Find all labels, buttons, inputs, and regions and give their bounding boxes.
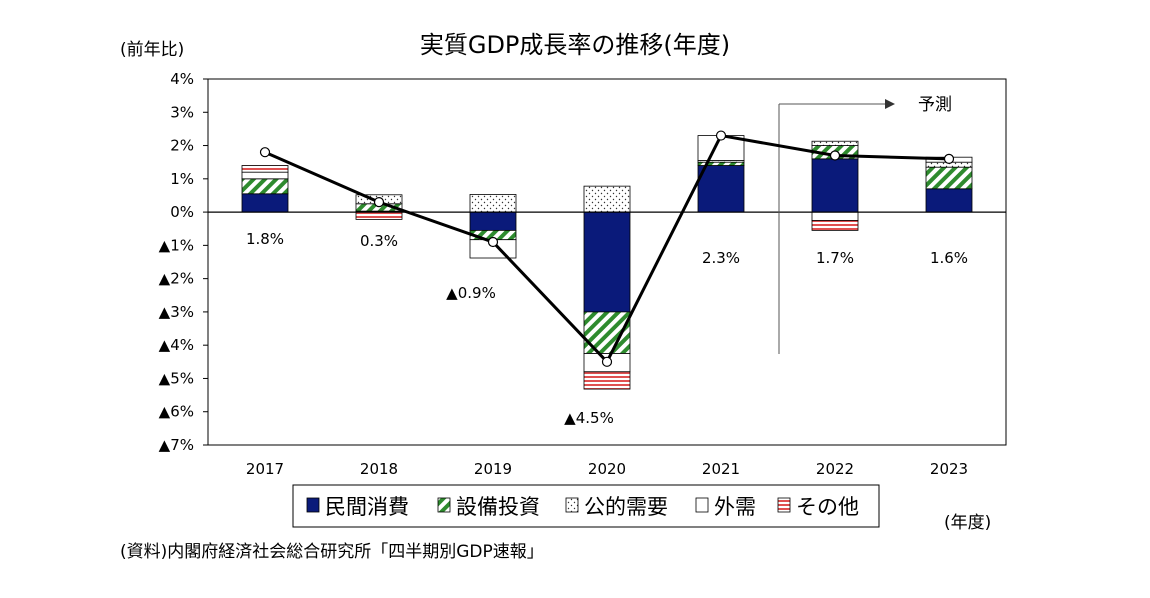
bar-segment xyxy=(697,165,745,213)
y-tick-label: ▲6% xyxy=(159,403,194,421)
legend-swatch xyxy=(695,497,709,513)
y-tick-label: 4% xyxy=(170,70,194,88)
forecast-label: 予測 xyxy=(918,95,952,115)
x-tick-label: 2023 xyxy=(930,460,968,478)
total-value-label: ▲4.5% xyxy=(564,409,614,427)
bar-segment xyxy=(811,211,859,221)
y-tick-label: ▲7% xyxy=(159,436,194,454)
y-tick-label: ▲3% xyxy=(159,303,194,321)
y-tick-label: 2% xyxy=(170,137,194,155)
y-tick-label: 0% xyxy=(170,203,194,221)
total-point xyxy=(829,150,841,161)
bar-stacks xyxy=(241,135,973,390)
chart-title: 実質GDP成長率の推移(年度) xyxy=(420,31,730,59)
total-point xyxy=(373,197,385,208)
y-tick-label: ▲2% xyxy=(159,270,194,288)
total-point xyxy=(943,153,955,164)
bar-segment xyxy=(925,188,973,213)
bar-segment xyxy=(583,185,631,213)
total-value-label: 1.8% xyxy=(246,230,284,248)
legend: 民間消費 設備投資 公的需要 外需 その他 xyxy=(292,484,880,528)
x-tick-label: 2022 xyxy=(816,460,854,478)
legend-swatch xyxy=(437,497,451,513)
total-value-labels: 1.8% 0.3% ▲0.9% ▲4.5% 2.3% 1.7% 1.6% xyxy=(246,230,968,427)
bar-segment xyxy=(583,211,631,313)
bar-segment xyxy=(811,140,859,146)
x-tick-label: 2017 xyxy=(246,460,284,478)
total-value-label: ▲0.9% xyxy=(446,284,496,302)
y-tick-label: 1% xyxy=(170,170,194,188)
legend-label: 外需 xyxy=(714,495,756,519)
x-tick-label: 2018 xyxy=(360,460,398,478)
total-value-label: 1.7% xyxy=(816,249,854,267)
bar-segment xyxy=(925,166,973,190)
legend-swatch xyxy=(565,497,579,513)
y-tick-label: ▲1% xyxy=(159,236,194,254)
bar-segment xyxy=(811,220,859,231)
bar-segment xyxy=(811,158,859,213)
bar-segment xyxy=(241,193,289,213)
bar-segment xyxy=(469,194,517,213)
bar-segment xyxy=(355,211,403,220)
total-value-label: 0.3% xyxy=(360,232,398,250)
total-point xyxy=(259,147,271,158)
source-note: (資料)内閣府経済社会総合研究所「四半期別GDP速報」 xyxy=(120,542,544,562)
legend-label: 設備投資 xyxy=(456,495,540,519)
legend-label: 民間消費 xyxy=(325,495,409,519)
bar-segment xyxy=(241,165,289,173)
total-point xyxy=(487,236,499,248)
x-axis: 2017 2018 2019 2020 2021 2022 2023 xyxy=(246,460,968,478)
legend-swatch xyxy=(306,497,320,513)
y-tick-label: ▲4% xyxy=(159,336,194,354)
x-axis-label: (年度) xyxy=(944,513,991,533)
bar-segment xyxy=(241,171,289,180)
legend-swatch xyxy=(777,497,791,513)
legend-label: 公的需要 xyxy=(584,495,668,519)
x-tick-label: 2019 xyxy=(474,460,512,478)
total-value-label: 2.3% xyxy=(702,249,740,267)
forecast-arrowhead xyxy=(885,99,895,109)
total-point xyxy=(715,130,727,141)
bar-segment xyxy=(469,211,517,231)
y-tick-label: ▲5% xyxy=(159,369,194,387)
y-axis: 4% 3% 2% 1% 0% ▲1% ▲2% ▲3% ▲4% ▲5% ▲6% ▲7% xyxy=(159,70,208,454)
total-value-label: 1.6% xyxy=(930,249,968,267)
x-tick-label: 2020 xyxy=(588,460,626,478)
x-tick-label: 2021 xyxy=(702,460,740,478)
bar-segment xyxy=(241,178,289,195)
total-point xyxy=(601,356,613,367)
legend-label: その他 xyxy=(796,495,859,519)
total-growth-line xyxy=(259,130,955,367)
bar-segment xyxy=(583,371,631,390)
y-axis-label: (前年比) xyxy=(120,40,184,60)
y-tick-label: 3% xyxy=(170,103,194,121)
